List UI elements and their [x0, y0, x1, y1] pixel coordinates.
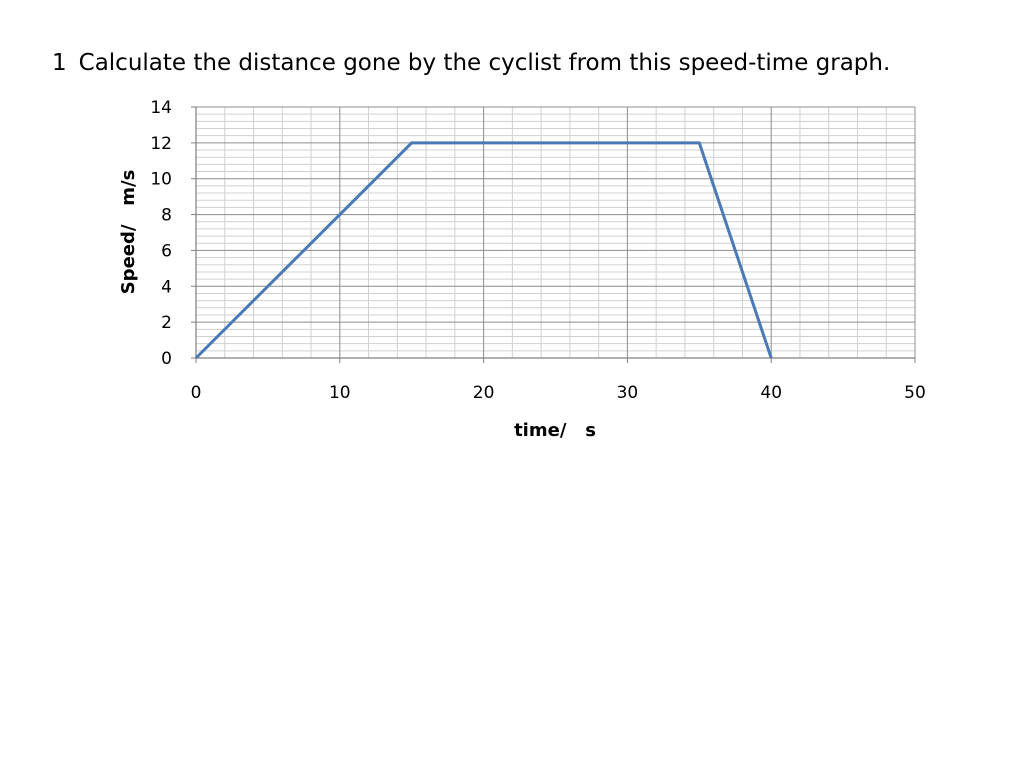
data-series: [194, 141, 773, 360]
x-tick-labels: 0 10 20 30 40 50: [191, 383, 926, 403]
x-tick-label: 40: [760, 383, 782, 403]
y-tick-label: 0: [161, 349, 172, 369]
y-tick-labels: 0 2 4 6 8 10 12 14: [150, 98, 172, 369]
y-axis-title: Speed/ m/s: [118, 170, 139, 295]
y-tick-label: 6: [161, 241, 172, 261]
minor-grid: [196, 107, 915, 358]
question-text: 1 Calculate the distance gone by the cycl…: [52, 50, 890, 76]
question-number: 1: [52, 50, 67, 76]
x-axis-title: time/ s: [514, 420, 596, 441]
x-tick-label: 50: [904, 383, 926, 403]
y-tick-label: 4: [161, 277, 172, 297]
question-prompt: Calculate the distance gone by the cycli…: [78, 50, 891, 76]
y-tick-label: 12: [150, 134, 172, 154]
series-line: [194, 141, 773, 360]
x-tick-label: 20: [473, 383, 495, 403]
y-tick-label: 8: [161, 206, 172, 226]
x-tick-label: 10: [329, 383, 351, 403]
axes: [191, 106, 916, 363]
x-tick-label: 30: [617, 383, 639, 403]
x-tick-label: 0: [191, 383, 202, 403]
plot-area: [196, 107, 915, 358]
y-tick-label: 14: [150, 98, 172, 118]
y-tick-label: 10: [150, 170, 172, 190]
y-tick-label: 2: [161, 313, 172, 333]
